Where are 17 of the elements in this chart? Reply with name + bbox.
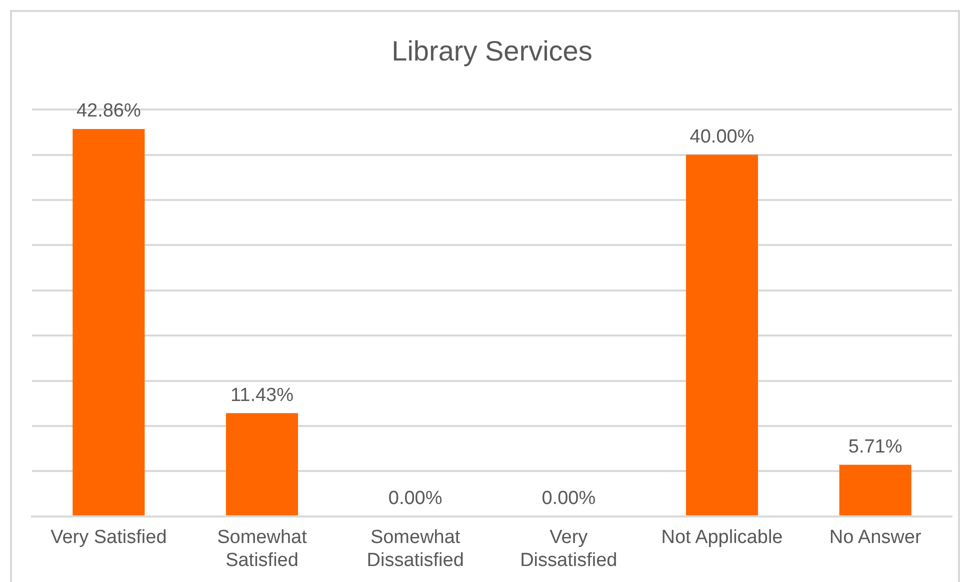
x-tick-label: No Answer — [829, 527, 922, 548]
data-label: 5.71% — [848, 436, 902, 458]
data-label: 0.00% — [542, 488, 596, 510]
bar — [226, 413, 298, 516]
x-tick-label: Not Applicable — [661, 527, 783, 548]
x-tick-label: Somewhat Satisfied — [217, 527, 308, 571]
bar — [686, 154, 758, 516]
data-label: 11.43% — [230, 384, 294, 406]
x-tick-label: Somewhat Dissatisfied — [366, 527, 464, 571]
x-tick-label: Very Satisfied — [50, 527, 167, 548]
bar — [839, 464, 912, 516]
x-tick-label: Very Dissatisfied — [520, 527, 618, 571]
data-label: 42.86% — [76, 100, 141, 122]
data-label: 0.00% — [388, 488, 442, 510]
data-label: 40.00% — [690, 126, 754, 148]
chart-title: Library Services — [392, 36, 592, 67]
bar — [72, 128, 145, 516]
